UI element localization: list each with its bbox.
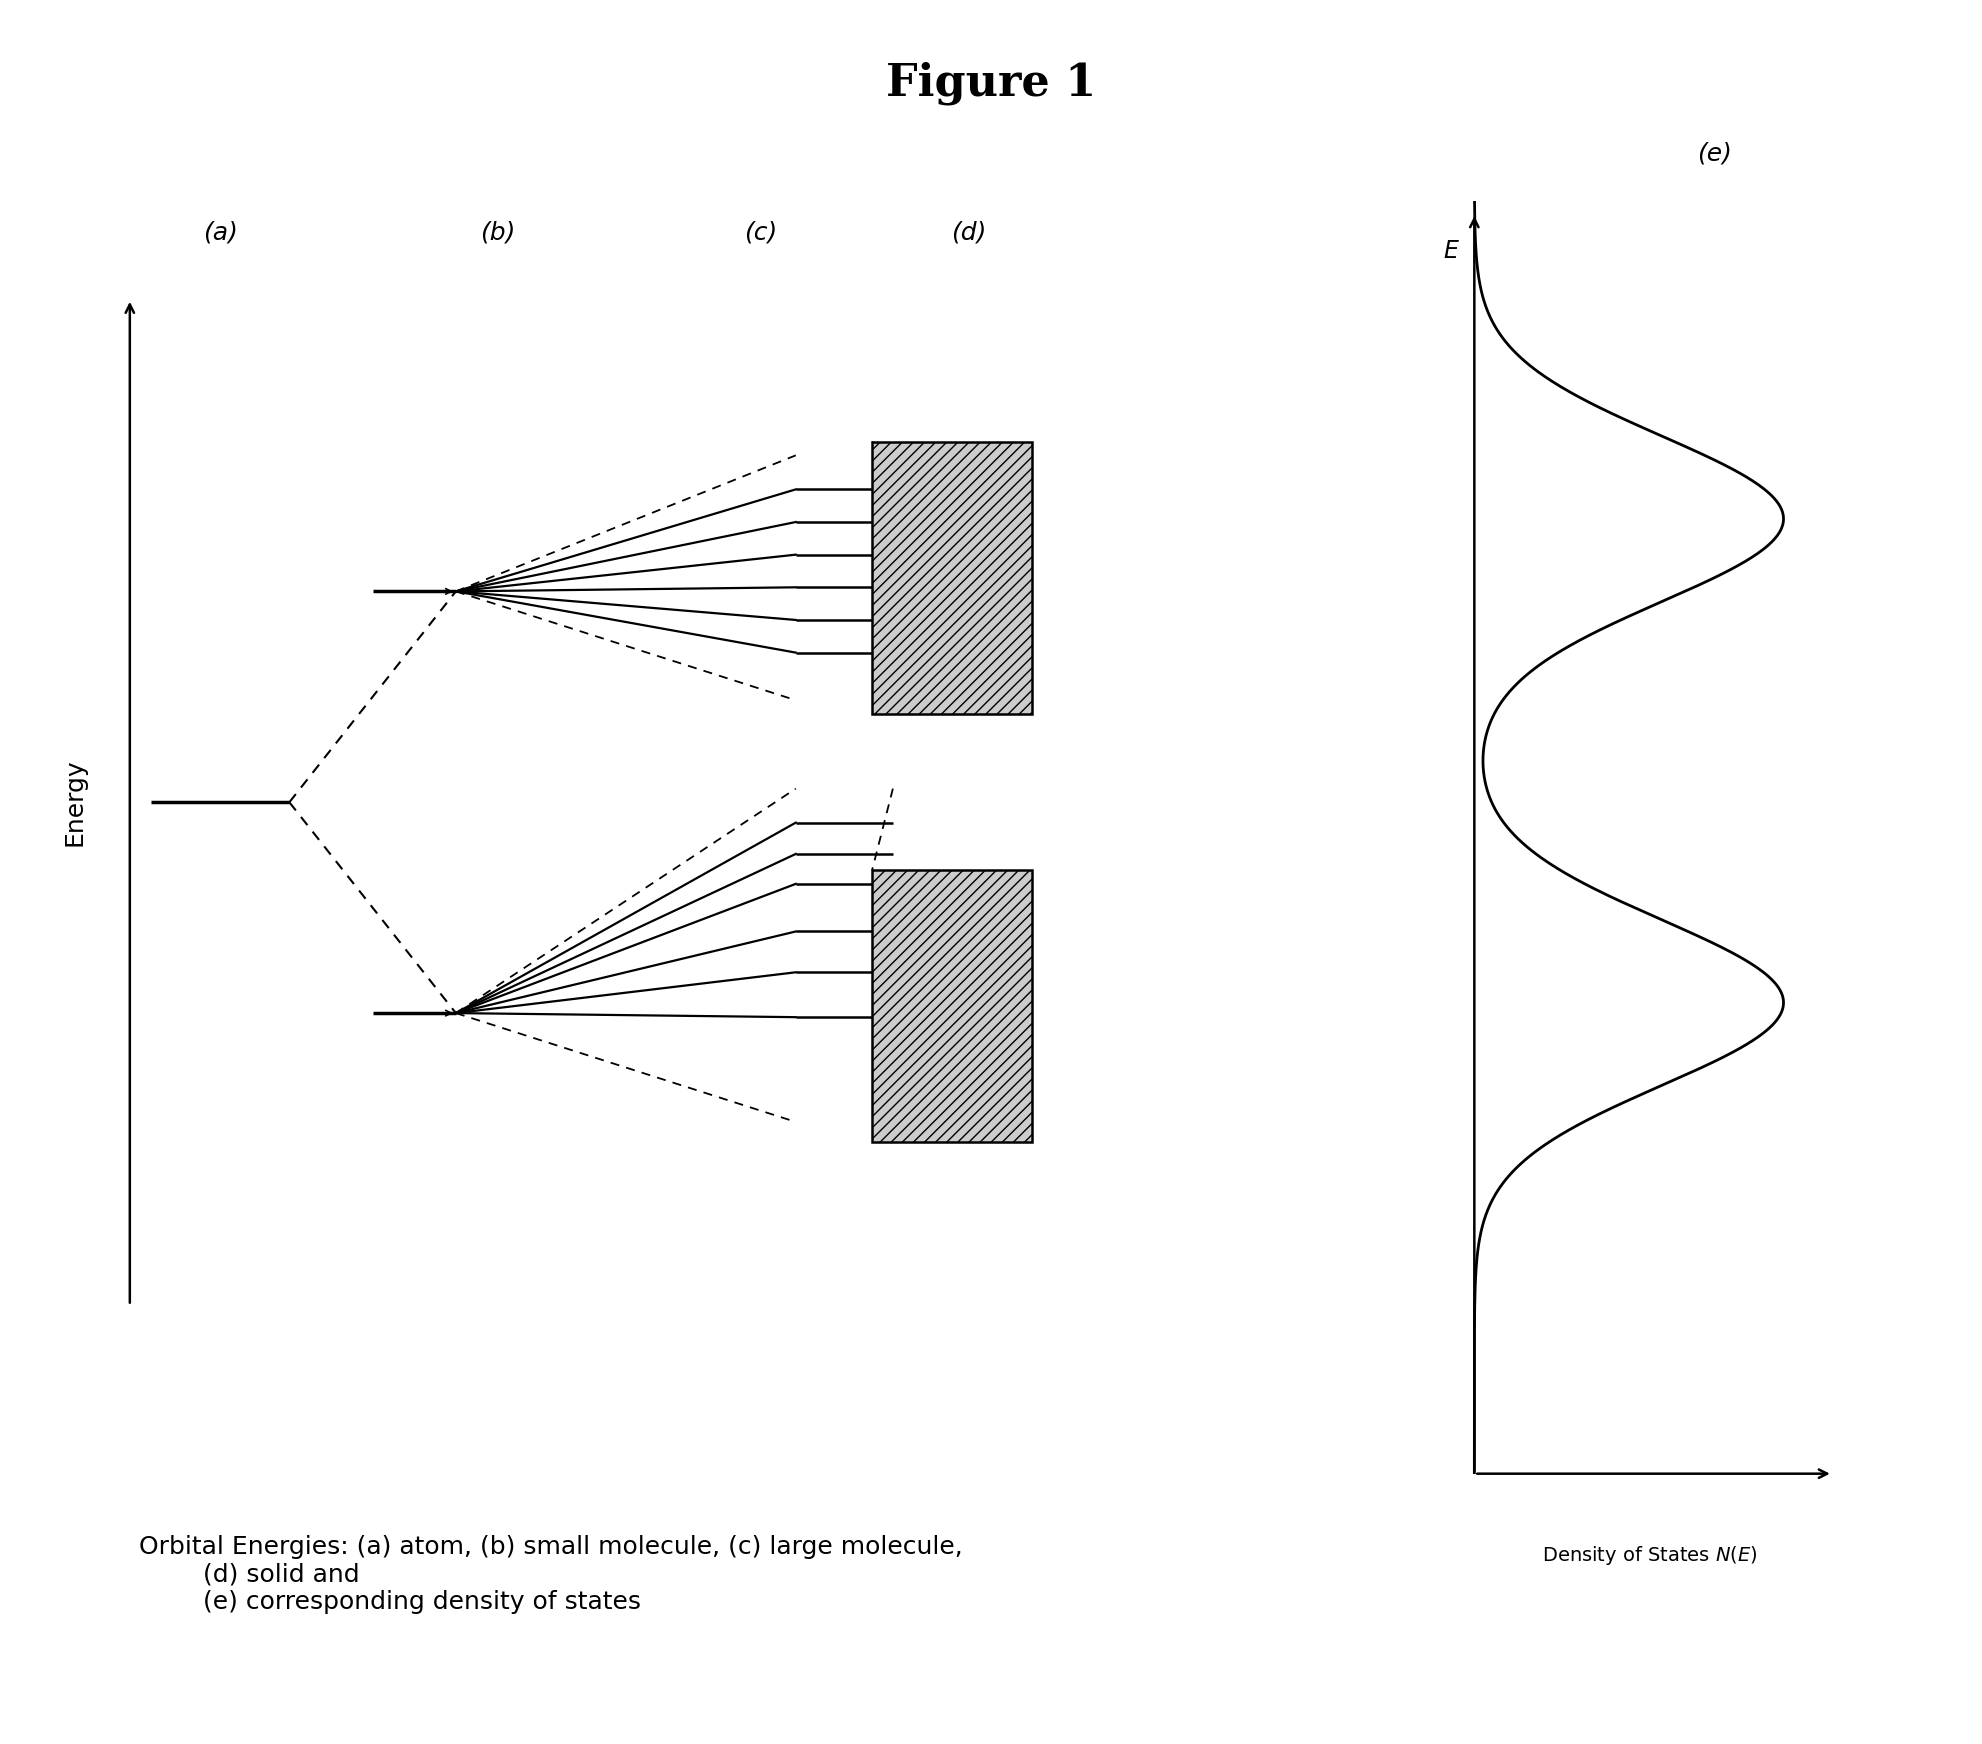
Text: $E$: $E$ xyxy=(1443,239,1461,263)
Text: Energy: Energy xyxy=(61,759,87,846)
Text: (e): (e) xyxy=(1697,141,1732,166)
Text: (a): (a) xyxy=(202,220,238,244)
Text: (b): (b) xyxy=(480,220,515,244)
Text: (c): (c) xyxy=(745,220,777,244)
Bar xyxy=(872,870,1031,1142)
Bar xyxy=(872,441,1031,713)
Text: (d): (d) xyxy=(951,220,987,244)
Text: Orbital Energies: (a) atom, (b) small molecule, (c) large molecule,
        (d) : Orbital Energies: (a) atom, (b) small mo… xyxy=(139,1535,963,1615)
Text: Density of States $N(E)$: Density of States $N(E)$ xyxy=(1542,1543,1758,1566)
Text: Figure 1: Figure 1 xyxy=(886,61,1096,105)
